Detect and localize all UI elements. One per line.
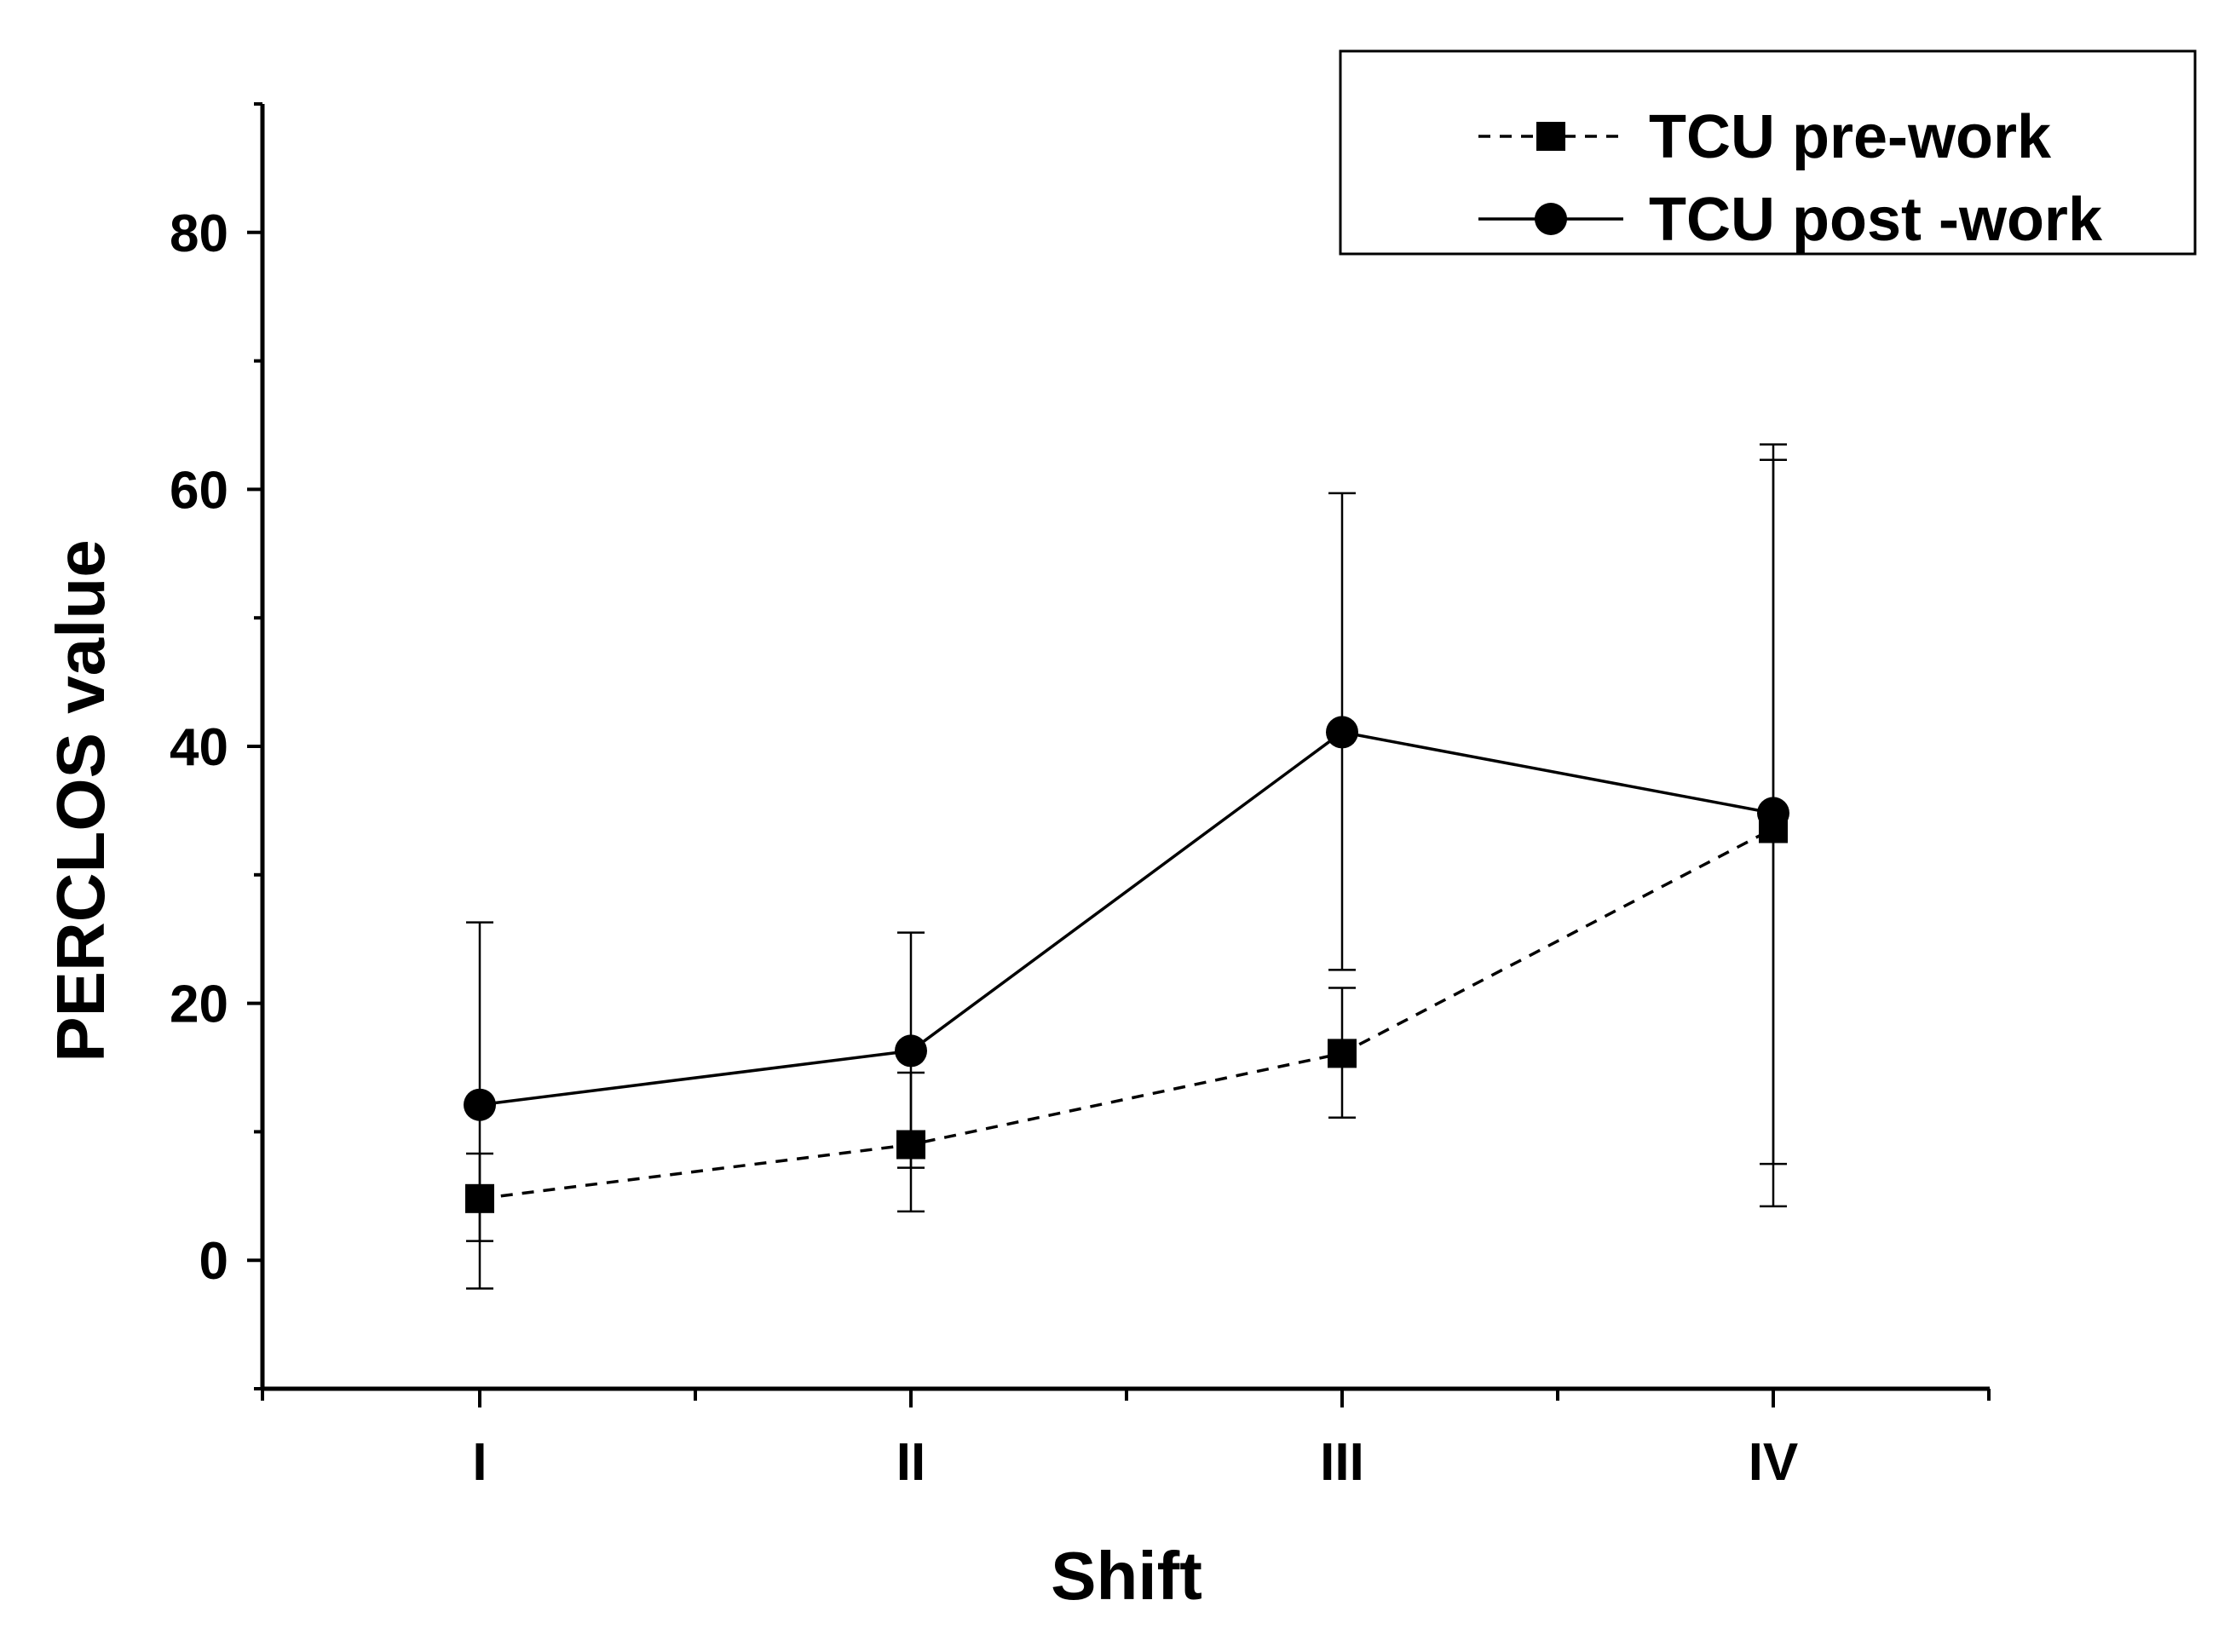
circle-marker: [1326, 716, 1358, 749]
x-ticks: I II III IV: [261, 1389, 1991, 1492]
y-tick-label: 40: [170, 718, 228, 777]
x-axis-title: Shift: [1051, 1538, 1202, 1614]
series-2: [464, 458, 1789, 1242]
circle-marker: [464, 1088, 496, 1121]
y-tick-label: 80: [170, 204, 228, 263]
x-tick-label: II: [896, 1433, 925, 1492]
y-tick-label: 20: [170, 976, 228, 1034]
y-ticks: 0 20 40 60 80: [170, 102, 262, 1390]
square-marker: [1536, 122, 1565, 151]
legend-label: TCU post -work: [1649, 186, 2103, 254]
legend-item-1: TCU pre-work: [1478, 103, 2052, 171]
circle-marker: [1535, 203, 1567, 235]
legend-items: TCU pre-work TCU post -work: [1478, 103, 2103, 254]
axes: [260, 104, 1990, 1391]
y-tick-label: 60: [170, 461, 228, 520]
legend: TCU pre-work TCU post -work: [1339, 49, 2197, 256]
y-axis-title: PERCLOS value: [43, 539, 118, 1062]
square-marker: [1328, 1039, 1357, 1068]
legend-item-2: TCU post -work: [1478, 186, 2103, 254]
x-tick-label: III: [1320, 1433, 1364, 1492]
circle-marker: [895, 1034, 927, 1068]
x-tick-label: IV: [1749, 1433, 1799, 1492]
x-tick-label: I: [472, 1433, 487, 1492]
series-1: [465, 443, 1788, 1290]
series: [464, 443, 1789, 1290]
series-line: [479, 826, 1774, 1200]
y-tick-label: 0: [199, 1232, 228, 1291]
legend-label: TCU pre-work: [1649, 103, 2052, 171]
series-line: [479, 730, 1774, 1107]
circle-marker: [1757, 797, 1789, 830]
